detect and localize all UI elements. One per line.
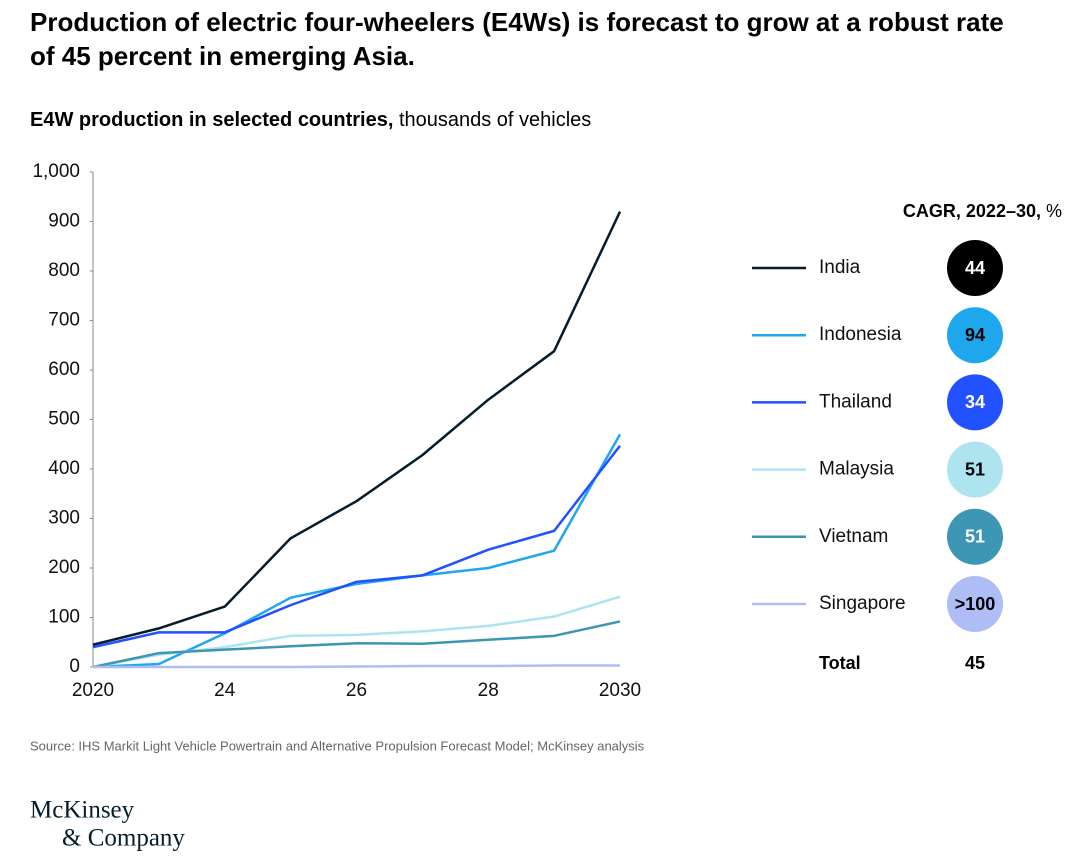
y-tick-label: 600 bbox=[48, 359, 80, 380]
cagr-bubble bbox=[947, 576, 1003, 632]
chart-subtitle: E4W production in selected countries, th… bbox=[30, 109, 591, 131]
chart-title: Production of electric four-wheelers (E4… bbox=[30, 7, 1004, 37]
y-tick-label: 900 bbox=[48, 211, 80, 232]
subtitle-bold: E4W production in selected countries, bbox=[30, 109, 393, 131]
cagr-bubble bbox=[947, 374, 1003, 431]
x-tick-label: 2020 bbox=[72, 680, 114, 701]
y-tick-label: 800 bbox=[48, 260, 80, 281]
x-tick-label: 28 bbox=[478, 680, 499, 701]
legend-label: Indonesia bbox=[819, 324, 902, 345]
cagr-value: 44 bbox=[965, 258, 985, 278]
cagr-value: 34 bbox=[965, 392, 985, 412]
total-label: Total bbox=[819, 653, 861, 673]
x-tick-label: 26 bbox=[346, 680, 367, 701]
logo: McKinsey bbox=[30, 797, 135, 824]
legend-label: Singapore bbox=[819, 593, 906, 614]
cagr-bubble bbox=[947, 307, 1003, 364]
series-line bbox=[92, 444, 621, 649]
total-value: 45 bbox=[965, 653, 985, 673]
cagr-value: 94 bbox=[965, 325, 985, 345]
y-tick-label: 1,000 bbox=[32, 161, 80, 182]
y-tick-label: 500 bbox=[48, 409, 80, 430]
x-tick-label: 24 bbox=[214, 680, 236, 701]
legend-header-bold: CAGR, 2022–30, bbox=[903, 201, 1041, 221]
y-tick-label: 700 bbox=[48, 310, 80, 331]
chart-title: of 45 percent in emerging Asia. bbox=[30, 41, 415, 71]
legend-label: Vietnam bbox=[819, 526, 888, 547]
logo: & Company bbox=[62, 825, 185, 852]
legend-label: India bbox=[819, 257, 861, 278]
series-line bbox=[92, 433, 622, 669]
y-tick-label: 400 bbox=[48, 458, 80, 479]
y-tick-label: 100 bbox=[48, 607, 80, 628]
series-line bbox=[93, 664, 620, 669]
legend-label: Thailand bbox=[819, 391, 892, 412]
source: Source: IHS Markit Light Vehicle Powertr… bbox=[30, 738, 645, 753]
cagr-value: 51 bbox=[965, 527, 985, 547]
series-line bbox=[92, 211, 622, 646]
legend-label: Malaysia bbox=[819, 459, 894, 480]
cagr-value: >100 bbox=[955, 594, 996, 614]
subtitle-normal: thousands of vehicles bbox=[393, 109, 591, 131]
cagr-bubble bbox=[947, 508, 1003, 565]
y-tick-label: 300 bbox=[48, 508, 80, 529]
y-tick-label: 200 bbox=[48, 557, 80, 578]
legend-header: CAGR, 2022–30, % bbox=[903, 201, 1062, 221]
cagr-value: 51 bbox=[965, 459, 985, 479]
y-tick-label: 0 bbox=[69, 656, 80, 677]
cagr-bubble bbox=[947, 240, 1003, 296]
series-line bbox=[92, 620, 621, 669]
cagr-bubble bbox=[947, 441, 1003, 498]
x-tick-label: 2030 bbox=[599, 680, 641, 701]
legend-header-normal: % bbox=[1041, 201, 1062, 221]
